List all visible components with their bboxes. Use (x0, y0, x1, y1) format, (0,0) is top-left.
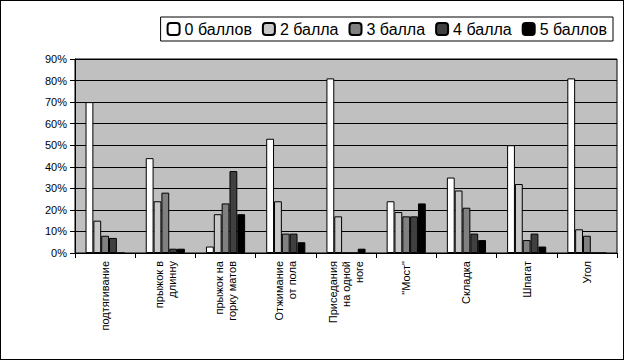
svg-text:длинну: длинну (166, 261, 178, 298)
svg-text:90%: 90% (45, 53, 67, 65)
svg-text:5 баллов: 5 баллов (540, 21, 607, 38)
svg-text:60%: 60% (45, 118, 67, 130)
svg-text:10%: 10% (45, 225, 67, 237)
svg-text:30%: 30% (45, 182, 67, 194)
svg-text:горку матов: горку матов (226, 261, 238, 321)
svg-text:на одной: на одной (340, 261, 352, 307)
svg-text:подтягивание: подтягивание (99, 261, 111, 331)
svg-text:прыжок в: прыжок в (153, 261, 165, 308)
svg-text:0%: 0% (51, 247, 67, 259)
svg-text:80%: 80% (45, 75, 67, 87)
svg-text:50%: 50% (45, 139, 67, 151)
svg-text:Приседания: Приседания (327, 261, 339, 323)
svg-text:Складка: Складка (460, 260, 472, 304)
svg-text:прыжок на: прыжок на (213, 260, 225, 314)
svg-text:20%: 20% (45, 204, 67, 216)
svg-text:Шпагат: Шпагат (521, 261, 533, 298)
svg-text:40%: 40% (45, 161, 67, 173)
svg-text:Отжимание: Отжимание (273, 261, 285, 320)
svg-text:4 балла: 4 балла (453, 21, 512, 38)
svg-text:Угол: Угол (581, 261, 593, 284)
svg-text:от пола: от пола (286, 260, 298, 299)
svg-text:ноге: ноге (353, 261, 365, 283)
svg-text:"Мост": "Мост" (400, 261, 412, 295)
svg-text:3 балла: 3 балла (366, 21, 425, 38)
svg-text:0 баллов: 0 баллов (185, 21, 252, 38)
svg-text:70%: 70% (45, 96, 67, 108)
svg-text:2 балла: 2 балла (280, 21, 339, 38)
